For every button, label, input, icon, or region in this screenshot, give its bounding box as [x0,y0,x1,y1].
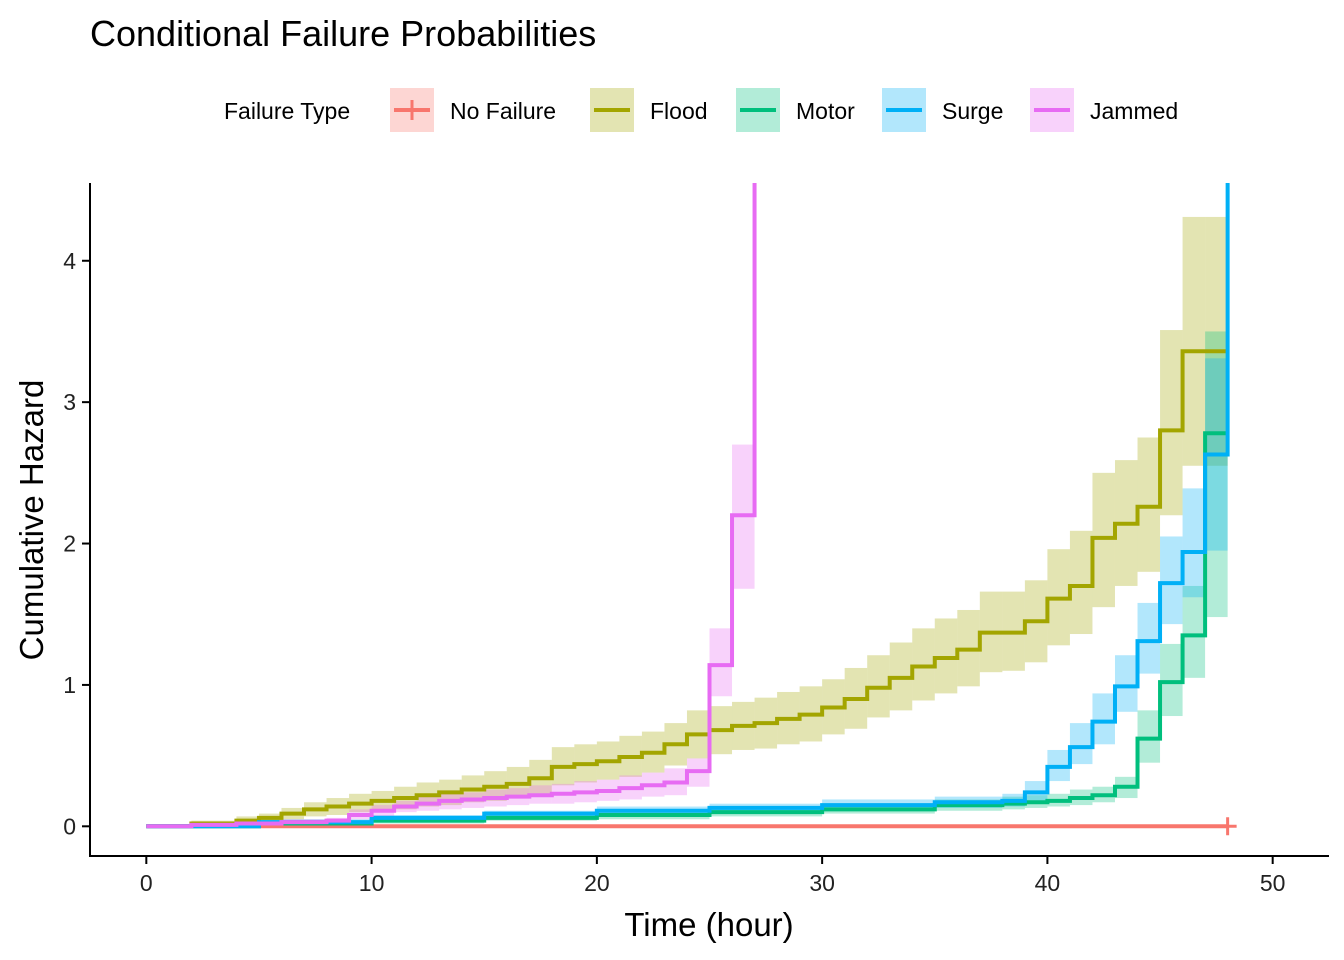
legend-label-no-failure: No Failure [450,98,556,124]
flood-band-step [1092,472,1115,608]
y-tick-label: 0 [63,813,76,839]
legend-title: Failure Type [224,98,350,124]
motor-band-step [1205,331,1228,618]
motor-band-step [1137,710,1161,763]
legend-item-flood: Flood [590,88,708,132]
y-tick-label: 1 [63,672,76,698]
legend-label-motor: Motor [796,98,855,124]
surge-band-step [1092,693,1115,745]
surge-line [146,183,1230,829]
legend-item-jammed: Jammed [1030,88,1178,132]
flood-band-step [1137,437,1161,572]
y-axis-title: Cumulative Hazard [13,380,50,661]
y-tick-label: 3 [63,389,76,415]
axes: 0 10 20 30 40 50 0 1 2 3 4 [63,183,1329,896]
legend-label-jammed: Jammed [1090,98,1178,124]
flood-band-step [1182,216,1206,466]
x-axis-title: Time (hour) [624,906,793,943]
x-ticks: 0 10 20 30 40 50 [140,856,1286,896]
x-tick-label: 20 [584,870,610,896]
surge-band-step [1137,602,1161,674]
x-tick-label: 40 [1035,870,1061,896]
y-tick-label: 2 [63,531,76,557]
no-failure-censor-mark [1218,817,1237,836]
flood-band-step [912,628,935,701]
flood-band-step [1160,330,1183,516]
x-tick-label: 30 [809,870,835,896]
surge-band-step [1114,655,1138,712]
flood-line [146,349,1228,829]
x-tick-label: 50 [1260,870,1286,896]
flood-band-step [934,618,958,694]
censor-marks [1218,817,1237,836]
x-tick-label: 0 [140,870,153,896]
surge-band-step [1069,723,1093,765]
plot-area [146,183,1237,836]
y-ticks: 0 1 2 3 4 [63,248,90,839]
legend: Failure Type No Failure Flood Motor Surge Ja… [224,88,1178,132]
surge-band-step [1160,536,1183,625]
legend-item-motor: Motor [736,88,855,132]
jammed-line [146,183,757,829]
y-tick-label: 4 [63,248,76,274]
legend-item-surge: Surge [882,88,1003,132]
jammed-band-step [709,628,733,697]
motor-band-step [1160,643,1183,717]
x-tick-label: 10 [359,870,385,896]
motor-band-step [1182,585,1206,678]
flood-band-step [1205,216,1228,466]
legend-label-surge: Surge [942,98,1003,124]
series-lines [146,183,1230,829]
chart-title: Conditional Failure Probabilities [90,13,596,54]
legend-label-flood: Flood [650,98,708,124]
flood-band-step [1069,530,1093,635]
surge-band-step [1182,488,1206,598]
legend-item-no-failure: No Failure [390,88,556,132]
